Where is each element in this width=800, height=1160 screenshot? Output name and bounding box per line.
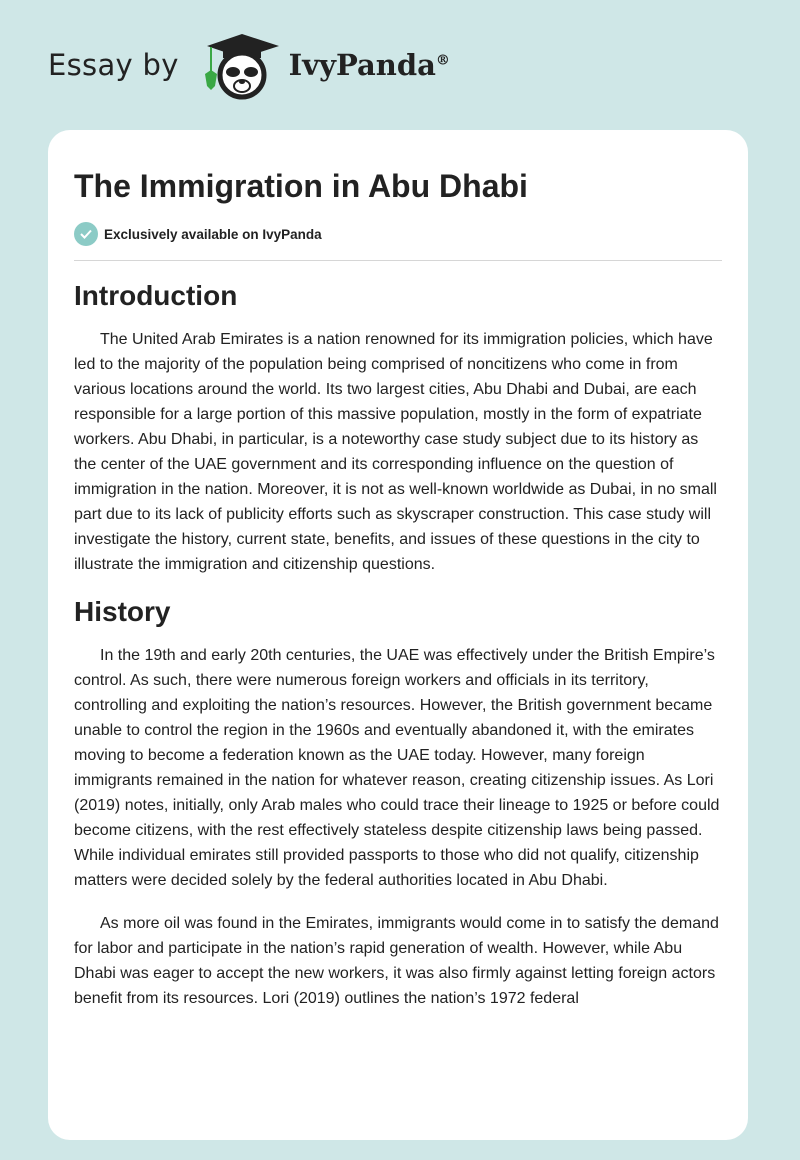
brand-text: IvyPanda	[288, 48, 436, 82]
badge-text: Exclusively available on IvyPanda	[104, 226, 322, 242]
article-card: The Immigration in Abu Dhabi Exclusively…	[48, 130, 748, 1140]
divider	[74, 260, 722, 261]
essay-by-label: Essay by	[48, 48, 179, 82]
paragraph: In the 19th and early 20th centuries, th…	[74, 647, 720, 889]
brand-name[interactable]: IvyPanda®	[289, 48, 450, 82]
paragraph: As more oil was found in the Emirates, i…	[74, 915, 719, 1007]
section-heading: Introduction	[74, 280, 238, 311]
panda-graduate-logo-icon[interactable]	[197, 30, 287, 100]
article-title: The Immigration in Abu Dhabi	[74, 168, 528, 204]
site-header: Essay by IvyPanda®	[48, 30, 450, 100]
check-circle-icon	[74, 222, 98, 246]
section-heading: History	[74, 596, 171, 627]
exclusive-badge: Exclusively available on IvyPanda	[74, 222, 722, 246]
registered-mark: ®	[435, 52, 450, 69]
paragraph: The United Arab Emirates is a nation ren…	[74, 331, 717, 573]
